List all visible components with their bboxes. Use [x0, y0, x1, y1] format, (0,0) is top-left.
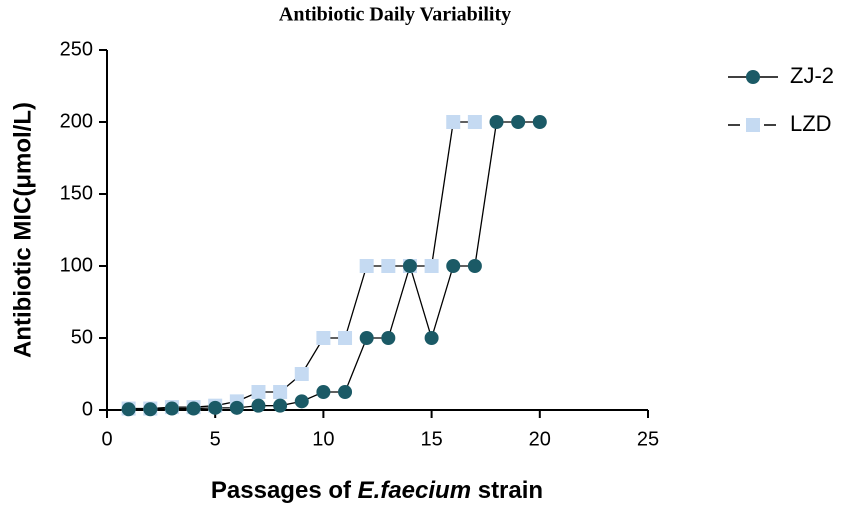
marker	[446, 115, 461, 129]
x-tick-label: 5	[210, 428, 221, 450]
y-tick-label: 200	[60, 110, 93, 132]
marker	[359, 259, 374, 273]
marker	[424, 331, 439, 345]
marker	[381, 331, 396, 345]
marker	[424, 259, 439, 273]
x-axis-label: Passages of E.faecium strain	[211, 477, 543, 504]
marker	[164, 401, 179, 416]
marker	[359, 331, 374, 345]
marker	[446, 259, 461, 273]
y-tick-label: 150	[60, 182, 93, 204]
marker	[273, 398, 288, 413]
marker	[338, 385, 353, 399]
y-tick-label: 0	[82, 398, 93, 420]
marker	[402, 259, 417, 273]
x-tick-label: 15	[420, 428, 442, 450]
marker	[208, 400, 223, 415]
x-tick-label: 20	[529, 428, 551, 450]
marker	[294, 367, 309, 381]
marker	[511, 115, 526, 129]
marker	[143, 402, 158, 417]
legend-label: LZD	[790, 111, 832, 136]
marker	[338, 331, 353, 345]
marker	[251, 398, 266, 413]
legend-label: ZJ-2	[790, 63, 834, 88]
marker	[467, 115, 482, 129]
series-line	[128, 121, 475, 410]
marker	[294, 394, 309, 409]
y-tick-label: 100	[60, 254, 93, 276]
x-axis-label-part: strain	[471, 477, 543, 504]
marker	[229, 400, 244, 415]
y-tick-label: 250	[60, 38, 93, 60]
marker	[273, 385, 288, 399]
x-tick-label: 10	[312, 428, 334, 450]
marker	[489, 115, 504, 129]
marker	[186, 401, 201, 416]
marker	[251, 385, 266, 399]
x-tick-label: 0	[101, 428, 112, 450]
marker	[532, 115, 547, 129]
x-axis-label-part: E.faecium	[358, 477, 471, 504]
marker	[467, 259, 482, 273]
marker	[316, 331, 331, 345]
marker	[316, 385, 331, 399]
legend-marker	[746, 70, 760, 84]
marker	[121, 402, 136, 417]
x-tick-label: 25	[637, 428, 659, 450]
y-tick-label: 50	[71, 326, 93, 348]
legend-marker	[746, 118, 760, 132]
x-axis-label-part: Passages of	[211, 477, 358, 504]
chart-title: Antibiotic Daily Variability	[279, 4, 511, 26]
marker	[381, 259, 396, 273]
y-axis-label: Antibiotic MIC(μmol/L)	[9, 102, 36, 358]
